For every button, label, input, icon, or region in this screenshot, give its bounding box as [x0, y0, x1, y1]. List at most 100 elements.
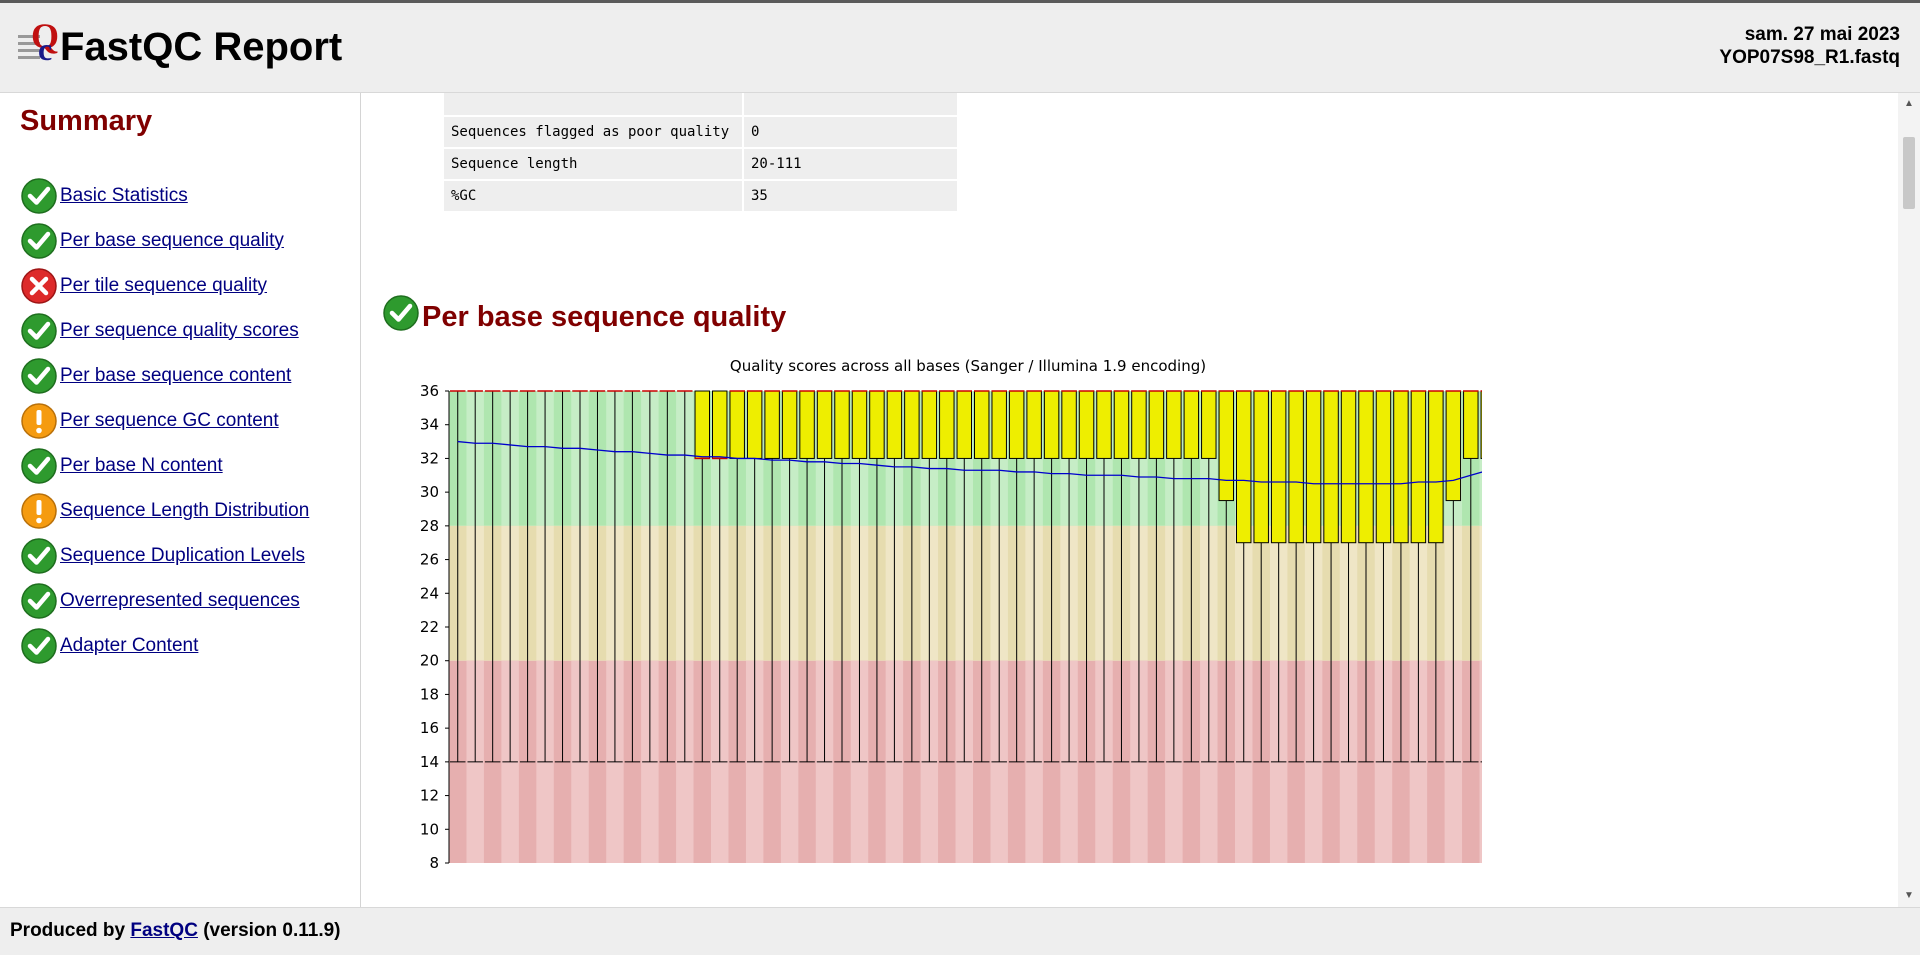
report-filename: YOP07S98_R1.fastq: [1719, 47, 1900, 68]
fastqc-logo-icon: Q c: [18, 16, 62, 71]
report-main[interactable]: Sequences flagged as poor quality 0 Sequ…: [361, 93, 1898, 907]
quality-box: [974, 390, 990, 459]
quality-box: [1393, 390, 1409, 544]
y-tick-label: 32: [420, 449, 439, 467]
summary-link[interactable]: Adapter Content: [60, 634, 199, 656]
window-top-border: [0, 0, 1920, 3]
quality-box: [1026, 390, 1042, 459]
quality-box: [991, 390, 1007, 459]
summary-item: Per sequence GC content: [20, 398, 309, 443]
summary-link[interactable]: Per base sequence quality: [60, 229, 284, 251]
y-tick-label: 24: [420, 584, 439, 602]
pass-check-icon: [21, 627, 57, 664]
y-tick-label: 26: [420, 551, 439, 569]
summary-sidebar: Summary Basic Statistics Per base sequenc…: [0, 93, 361, 907]
table-row: Sequence length 20-111: [444, 149, 957, 179]
quality-box: [1305, 390, 1322, 544]
scroll-down-arrow-icon[interactable]: ▼: [1904, 890, 1914, 901]
pass-check-icon: [21, 177, 57, 214]
summary-item: Per base sequence quality: [20, 218, 309, 263]
quality-box: [746, 390, 763, 459]
summary-link[interactable]: Per sequence quality scores: [60, 319, 299, 341]
summary-link[interactable]: Per base N content: [60, 454, 223, 476]
quality-box: [1253, 390, 1269, 544]
summary-link[interactable]: Per base sequence content: [60, 364, 292, 386]
chart-title: Quality scores across all bases (Sanger …: [730, 357, 1206, 375]
y-tick-label: 10: [420, 820, 439, 838]
summary-item: Per tile sequence quality: [20, 263, 309, 308]
quality-box: [816, 390, 833, 459]
summary-item: Adapter Content: [20, 623, 309, 668]
quality-box: [1008, 390, 1025, 459]
footer-text: Produced by FastQC (version 0.11.9): [10, 920, 341, 942]
y-tick-label: 36: [420, 382, 439, 400]
quality-box: [1428, 390, 1444, 544]
quality-box: [1043, 390, 1060, 459]
quality-box: [1375, 390, 1392, 544]
footer-version: (version 0.11.9): [203, 920, 341, 941]
summary-item: Per sequence quality scores: [20, 308, 309, 353]
quality-box: [1236, 390, 1252, 544]
report-date: sam. 27 mai 2023: [1744, 24, 1900, 45]
y-tick-label: 18: [420, 685, 439, 703]
footer-prefix: Produced by: [10, 920, 126, 941]
quality-box: [799, 390, 815, 459]
summary-link[interactable]: Basic Statistics: [60, 184, 188, 206]
quality-box: [1358, 390, 1374, 544]
stat-value: 0: [744, 117, 957, 147]
module-heading: Per base sequence quality: [382, 291, 786, 334]
quality-box: [1323, 390, 1339, 544]
quality-box: [1148, 390, 1165, 459]
warning-exclamation-icon: [21, 402, 57, 439]
summary-item: Per base sequence content: [20, 353, 309, 398]
fail-cross-icon: [21, 267, 57, 304]
summary-link[interactable]: Sequence Length Distribution: [60, 499, 310, 521]
summary-link[interactable]: Per sequence GC content: [60, 409, 279, 431]
report-footer: Produced by FastQC (version 0.11.9): [0, 907, 1920, 955]
stat-measure: Sequences flagged as poor quality: [444, 117, 742, 147]
pass-check-icon: [383, 294, 419, 331]
quality-box: [1480, 390, 1482, 459]
quality-box: [1445, 390, 1462, 502]
module-title: Per base sequence quality: [422, 301, 787, 333]
report-title: FastQC Report: [60, 25, 343, 69]
quality-box: [1201, 390, 1217, 459]
quality-box: [886, 390, 903, 459]
quality-box: [781, 390, 798, 459]
quality-box: [1218, 390, 1234, 502]
y-tick-label: 20: [420, 652, 439, 670]
summary-item: Per base N content: [20, 443, 309, 488]
scroll-thumb[interactable]: [1903, 137, 1915, 209]
fastqc-link[interactable]: FastQC: [130, 920, 198, 941]
y-tick-label: 22: [420, 618, 439, 636]
quality-box: [939, 390, 955, 459]
pass-check-icon: [21, 312, 57, 349]
report-meta: sam. 27 mai 2023 YOP07S98_R1.fastq: [1719, 23, 1900, 69]
pass-check-icon: [21, 447, 57, 484]
pass-check-icon: [21, 222, 57, 259]
summary-item: Sequence Duplication Levels: [20, 533, 309, 578]
stat-measure: %GC: [444, 181, 742, 211]
quality-box: [1270, 390, 1287, 544]
summary-link[interactable]: Overrepresented sequences: [60, 589, 300, 611]
quality-box: [921, 390, 938, 459]
scroll-up-arrow-icon[interactable]: ▲: [1904, 98, 1914, 109]
stat-measure: Sequence length: [444, 149, 742, 179]
summary-link[interactable]: Sequence Duplication Levels: [60, 544, 306, 566]
summary-link[interactable]: Per tile sequence quality: [60, 274, 268, 296]
y-tick-label: 30: [420, 483, 439, 501]
quality-box: [1463, 390, 1479, 459]
quality-box: [869, 390, 885, 459]
report-header: Q c FastQC Report sam. 27 mai 2023 YOP07…: [0, 3, 1920, 93]
pass-check-icon: [21, 582, 57, 619]
vertical-scrollbar[interactable]: ▲ ▼: [1898, 93, 1920, 907]
y-tick-label: 34: [420, 416, 439, 434]
summary-item: Sequence Length Distribution: [20, 488, 309, 533]
quality-box: [1410, 390, 1427, 544]
quality-box: [1096, 390, 1112, 459]
quality-box: [1078, 390, 1095, 459]
quality-box: [694, 390, 710, 459]
summary-title: Summary: [20, 105, 153, 137]
quality-box: [764, 390, 780, 459]
zone-stripe: [1479, 525, 1482, 661]
